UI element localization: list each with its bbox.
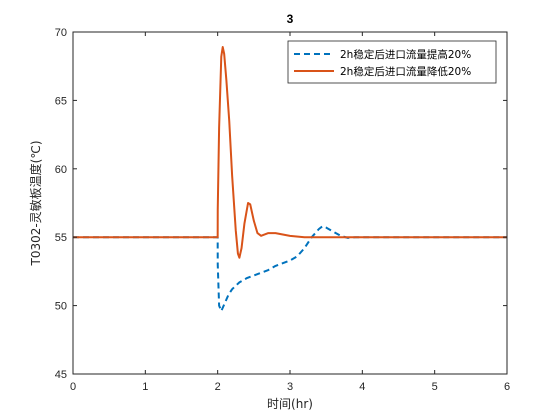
x-tick-label: 5 bbox=[432, 381, 438, 393]
x-tick-label: 0 bbox=[70, 381, 76, 393]
x-axis-label: 时间(hr) bbox=[267, 397, 313, 411]
x-axis: 0 1 2 3 4 5 6 bbox=[70, 32, 510, 393]
legend-label-increase: 2h稳定后进口流量提高20% bbox=[340, 48, 471, 61]
y-axis: 45 50 55 60 65 70 bbox=[55, 27, 507, 381]
x-tick-label: 6 bbox=[504, 381, 510, 393]
y-tick-label: 60 bbox=[55, 164, 67, 176]
y-axis-label: T0302-灵敏板温度(℃) bbox=[28, 140, 43, 266]
legend-label-decrease: 2h稳定后进口流量降低20% bbox=[340, 65, 471, 78]
y-tick-label: 50 bbox=[55, 301, 67, 313]
legend: 2h稳定后进口流量提高20% 2h稳定后进口流量降低20% bbox=[287, 40, 497, 84]
series-line-0 bbox=[73, 225, 507, 313]
y-tick-label: 45 bbox=[55, 369, 67, 381]
y-tick-label: 65 bbox=[55, 95, 67, 107]
series-layer bbox=[73, 46, 507, 313]
x-tick-label: 1 bbox=[142, 381, 148, 393]
plot-background bbox=[73, 32, 507, 374]
y-tick-label: 55 bbox=[55, 232, 67, 244]
x-tick-label: 3 bbox=[287, 381, 293, 393]
legend-box bbox=[287, 40, 497, 84]
x-tick-label: 4 bbox=[359, 381, 365, 393]
y-tick-label: 70 bbox=[55, 27, 67, 39]
x-tick-label: 2 bbox=[215, 381, 221, 393]
chart-title: 3 bbox=[287, 12, 294, 26]
series-line-1 bbox=[73, 46, 507, 259]
